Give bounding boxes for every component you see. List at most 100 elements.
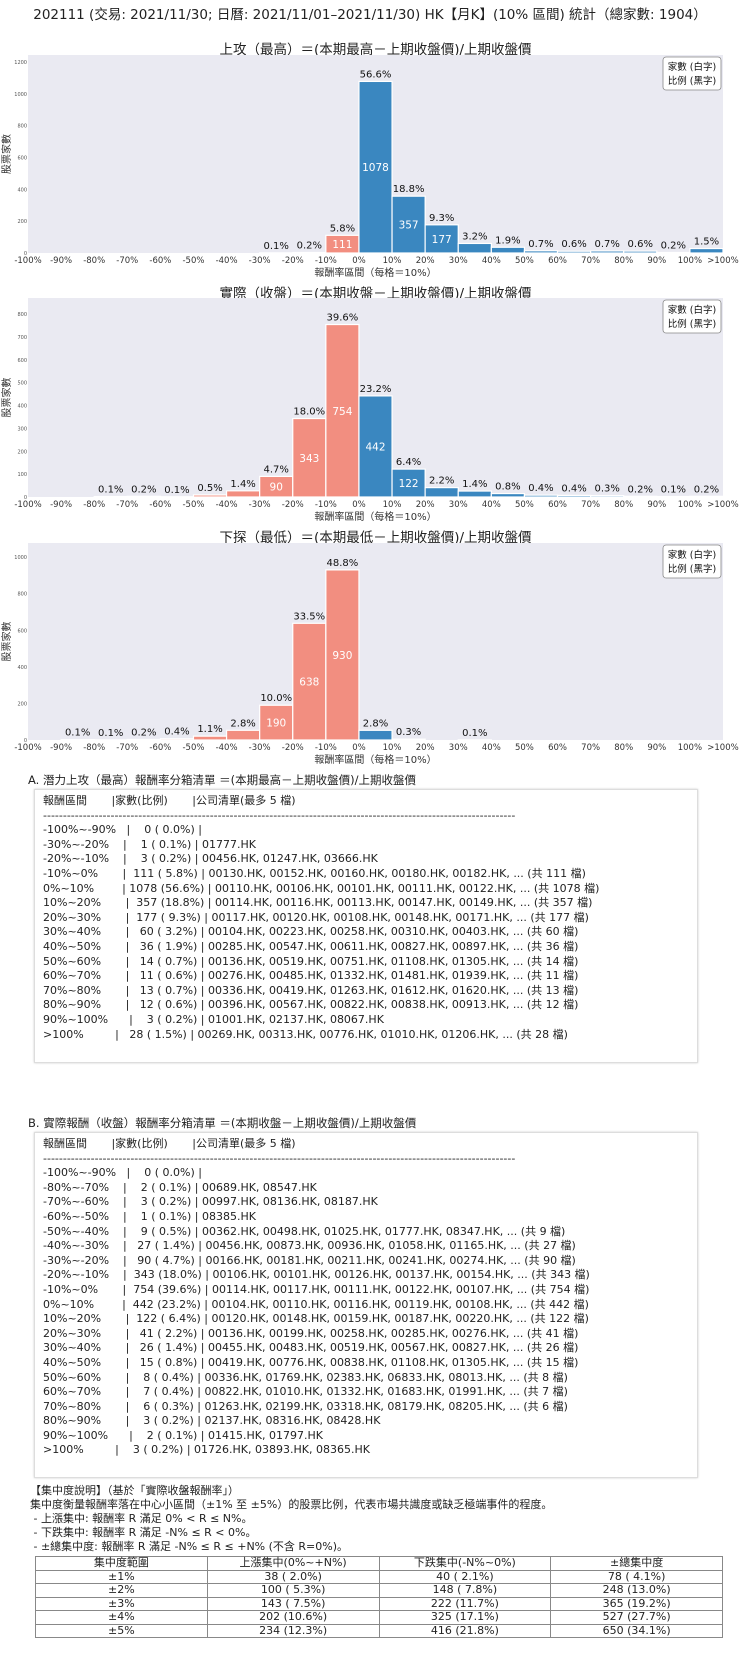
y-tick-label: 1200	[14, 60, 27, 66]
y-tick-label: 1000	[14, 555, 27, 561]
y-tick-label: 800	[17, 312, 27, 318]
concentration-table: 集中度範圍 上漲集中(0%~+N%) 下跌集中(-N%~0%) ±總集中度 ±1% 38 …	[35, 1556, 723, 1638]
bar-percent-label: 0.2%	[628, 484, 653, 495]
legend-entry: 家數 (白字)	[668, 304, 716, 316]
x-tick-label: -80%	[83, 256, 105, 266]
legend-entry: 比例 (黑字)	[668, 318, 716, 330]
note-line: - 上漲集中: 報酬率 R 滿足 0% < R ≤ N%。	[30, 1512, 253, 1525]
y-tick-label: 600	[17, 156, 27, 162]
bar-percent-label: 4.7%	[264, 464, 289, 475]
note-line: 集中度衡量報酬率落在中心小區間（±1% 至 ±5%）的股票比例，代表市場共識度或…	[30, 1498, 553, 1511]
list-row: -80%~-70% | 2 ( 0.1%) | 00689.HK, 08547.…	[43, 1180, 317, 1194]
bar	[358, 395, 393, 498]
x-tick-label: -10%	[315, 500, 337, 510]
legend-box	[662, 56, 722, 91]
table-header: 集中度範圍 上漲集中(0%~+N%) 下跌集中(-N%~0%) ±總集中度	[35, 1556, 723, 1571]
x-tick-label: -70%	[116, 743, 138, 753]
x-tick-label: -10%	[315, 256, 337, 266]
table-cell: ±3%	[35, 1596, 208, 1611]
bar-count-label: 343	[299, 453, 319, 465]
x-tick-label: 60%	[548, 743, 567, 753]
bar-count-label: 122	[399, 478, 419, 490]
bar-percent-label: 0.3%	[594, 484, 619, 495]
x-tick-label: -60%	[149, 256, 171, 266]
chart-high: 0 200 400 600 800 1000 1200 -100% -90% -80% -70% -6…	[0, 55, 739, 266]
table-row: ±1% 38 ( 2.0%) 40 ( 2.1%) 78 ( 4.1%)	[35, 1569, 723, 1584]
x-tick-label: 30%	[449, 500, 468, 510]
list-row: 0%~10% | 442 (23.2%) | 00104.HK, 00110.H…	[43, 1297, 589, 1311]
table-row: ±2% 100 ( 5.3%) 148 ( 7.8%) 248 (13.0%)	[35, 1583, 723, 1598]
x-tick-label: 10%	[383, 500, 402, 510]
y-tick-label: 500	[17, 381, 27, 387]
x-tick-label: -50%	[182, 743, 204, 753]
x-tick-label: >100%	[707, 743, 738, 753]
bar-percent-label: 0.1%	[661, 485, 686, 496]
y-tick-label: 600	[17, 628, 27, 634]
bar-percent-label: 56.6%	[360, 69, 392, 80]
bar-count-label: 638	[299, 677, 319, 689]
x-tick-label: -80%	[83, 743, 105, 753]
bar	[689, 495, 724, 498]
list-row: 90%~100% | 3 ( 0.2%) | 01001.HK, 02137.H…	[43, 1012, 384, 1026]
x-tick-label: 80%	[614, 743, 633, 753]
x-tick-label: -30%	[249, 256, 271, 266]
list-row: -60%~-50% | 1 ( 0.1%) | 08385.HK	[43, 1209, 256, 1223]
bar	[358, 80, 393, 254]
x-tick-label: 40%	[482, 500, 501, 510]
bar-percent-label: 18.0%	[293, 407, 325, 418]
list-row: 80%~90% | 12 ( 0.6%) | 00396.HK, 00567.H…	[43, 998, 579, 1012]
x-tick-label: 90%	[647, 256, 666, 266]
list-row: -20%~-10% | 343 (18.0%) | 00106.HK, 0010…	[43, 1268, 590, 1282]
table-cell: 40 ( 2.1%)	[378, 1569, 552, 1584]
bar-percent-label: 2.8%	[363, 718, 388, 729]
x-tick-label: -70%	[116, 500, 138, 510]
table-row: ±4% 202 (10.6%) 325 (17.1%) 527 (27.7%)	[35, 1610, 723, 1625]
bar-percent-label: 23.2%	[360, 384, 392, 395]
x-tick-label: 0%	[352, 743, 366, 753]
list-row: 10%~20% | 357 (18.8%) | 00114.HK, 00116.…	[43, 896, 593, 910]
bar-percent-label: 0.4%	[561, 483, 586, 494]
x-tick-label: 20%	[416, 256, 435, 266]
list-row: 0%~10% | 1078 (56.6%) | 00110.HK, 00106.…	[43, 881, 600, 895]
list-row: 70%~80% | 13 ( 0.7%) | 00336.HK, 00419.H…	[43, 983, 579, 997]
x-tick-label: >100%	[707, 500, 738, 510]
bar-percent-label: 48.8%	[327, 558, 359, 569]
x-axis-label-high: 報酬率區間（每格＝10%）	[314, 268, 437, 279]
x-tick-label: 50%	[515, 743, 534, 753]
x-tick-label: -100%	[14, 743, 41, 753]
list-row: 40%~50% | 36 ( 1.9%) | 00285.HK, 00547.H…	[43, 939, 579, 953]
y-tick-label: 200	[17, 219, 27, 225]
bar-percent-label: 0.2%	[131, 727, 156, 738]
bar	[325, 569, 360, 741]
bar-percent-label: 0.1%	[98, 485, 123, 496]
x-tick-label: -20%	[282, 256, 304, 266]
legend-entry: 家數 (白字)	[668, 549, 716, 561]
legend-box	[662, 299, 722, 334]
bar-percent-label: 5.8%	[330, 223, 355, 234]
table-cell: 222 (11.7%)	[378, 1596, 552, 1611]
x-tick-label: 60%	[548, 256, 567, 266]
bar-percent-label: 18.8%	[393, 184, 425, 195]
bar-percent-label: 2.8%	[230, 718, 255, 729]
list-row: 20%~30% | 41 ( 2.2%) | 00136.HK, 00199.H…	[43, 1326, 579, 1340]
list-row: 90%~100% | 2 ( 0.1%) | 01415.HK, 01797.H…	[43, 1428, 323, 1442]
x-tick-label: -10%	[315, 743, 337, 753]
list-row: 70%~80% | 6 ( 0.3%) | 01263.HK, 02199.HK…	[43, 1399, 568, 1413]
x-tick-label: -30%	[249, 743, 271, 753]
column-header: 下跌集中(-N%~0%)	[378, 1556, 552, 1571]
bar-percent-label: 0.6%	[628, 239, 653, 250]
bar-percent-label: 0.2%	[297, 241, 322, 252]
y-tick-label: 0	[24, 251, 27, 257]
column-header: 集中度範圍	[35, 1556, 208, 1571]
list-row: -30%~-20% | 90 ( 4.7%) | 00166.HK, 00181…	[43, 1253, 576, 1267]
bar	[292, 417, 327, 498]
y-tick-label: 400	[17, 187, 27, 193]
bar	[391, 738, 426, 741]
y-tick-label: 200	[17, 449, 27, 455]
bar-percent-label: 1.4%	[230, 479, 255, 490]
x-tick-label: -80%	[83, 500, 105, 510]
list-row: -10%~0% | 111 ( 5.8%) | 00130.HK, 00152.…	[43, 866, 586, 880]
list-divider: ----------------------------------------…	[43, 808, 516, 822]
x-tick-label: 70%	[581, 500, 600, 510]
table-cell: ±1%	[35, 1569, 208, 1584]
